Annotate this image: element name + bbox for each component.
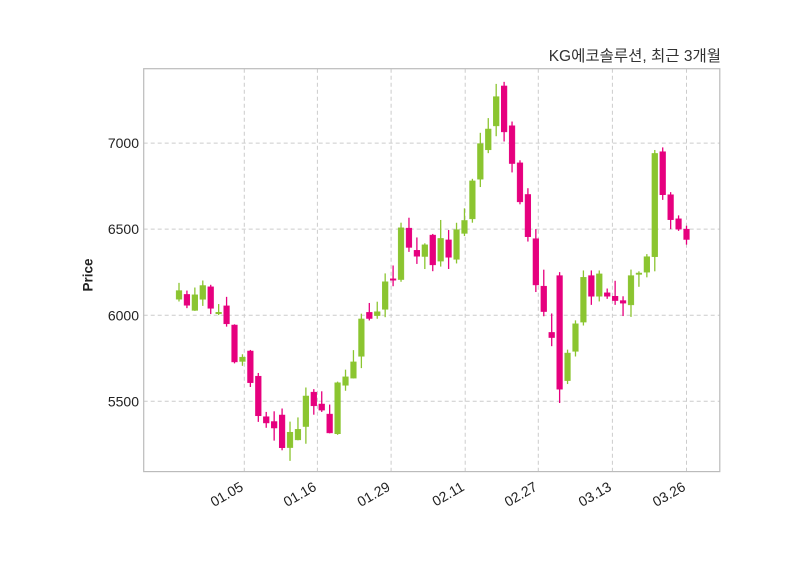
svg-text:6500: 6500 (108, 221, 139, 237)
svg-text:01.29: 01.29 (354, 478, 393, 509)
svg-text:5500: 5500 (108, 393, 139, 409)
svg-text:02.27: 02.27 (501, 478, 540, 509)
svg-text:01.05: 01.05 (207, 478, 246, 509)
svg-text:7000: 7000 (108, 135, 139, 151)
svg-text:01.16: 01.16 (281, 478, 320, 509)
svg-text:6000: 6000 (108, 307, 139, 323)
svg-text:02.11: 02.11 (429, 478, 467, 509)
svg-text:03.26: 03.26 (650, 478, 689, 509)
svg-text:03.13: 03.13 (576, 478, 615, 509)
